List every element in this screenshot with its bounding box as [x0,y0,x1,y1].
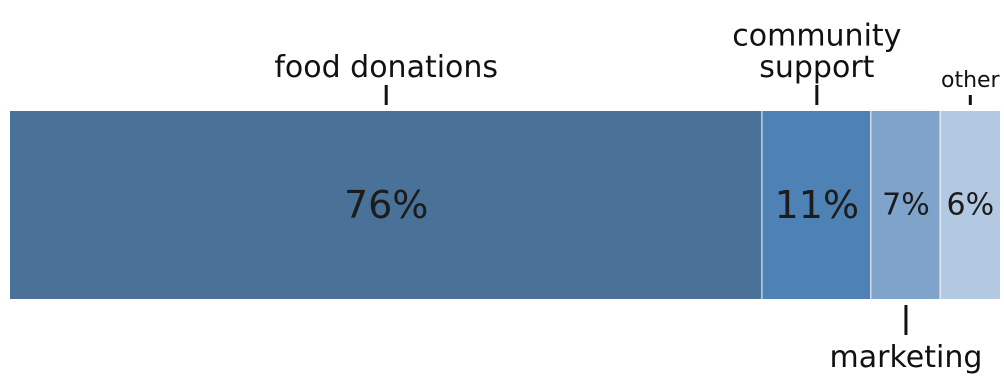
bar-segment-community-support [762,111,872,299]
category-labels: food donations community support marketing o… [274,19,1000,376]
value-label-other: 6% [947,188,995,223]
value-label-food-donations: 76% [344,183,428,227]
value-label-marketing: 7% [882,188,930,223]
category-label-other: other [941,68,1001,93]
value-labels: 76% 11% 7% 6% [344,183,994,227]
category-label-marketing: marketing [830,340,983,375]
label-leader-lines [384,85,972,335]
bar-segment-other [940,111,1000,299]
bar-segment-food-donations [10,111,763,299]
bar-segments [10,111,1000,299]
bar-segment-marketing [871,111,941,299]
value-label-community-support: 11% [775,183,859,227]
category-label-food-donations: food donations [274,50,498,85]
category-label-community-support: community support [732,19,901,86]
